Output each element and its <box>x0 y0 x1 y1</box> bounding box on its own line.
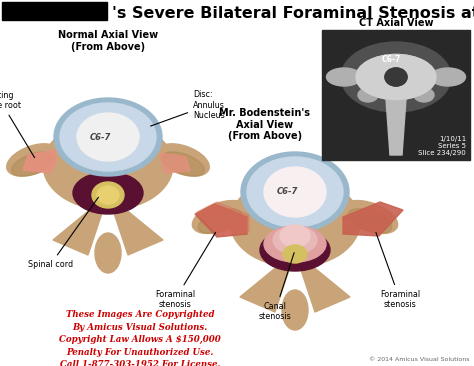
Ellipse shape <box>43 120 173 210</box>
Text: C6-7: C6-7 <box>381 55 401 63</box>
Ellipse shape <box>430 68 465 86</box>
Polygon shape <box>108 195 163 255</box>
Ellipse shape <box>356 55 436 100</box>
Ellipse shape <box>264 167 326 217</box>
Polygon shape <box>160 153 190 173</box>
Polygon shape <box>53 195 108 255</box>
Ellipse shape <box>327 68 362 86</box>
Ellipse shape <box>230 177 360 267</box>
Text: Spinal cord: Spinal cord <box>28 197 99 269</box>
Ellipse shape <box>247 157 343 227</box>
Ellipse shape <box>264 226 326 262</box>
Polygon shape <box>195 204 247 237</box>
Ellipse shape <box>273 226 317 254</box>
FancyBboxPatch shape <box>2 2 107 20</box>
Ellipse shape <box>54 98 162 176</box>
Text: These Images Are Copyrighted
By Amicus Visual Solutions.
Copyright Law Allows A : These Images Are Copyrighted By Amicus V… <box>59 310 221 366</box>
Ellipse shape <box>162 152 204 176</box>
Text: Foraminal
stenosis: Foraminal stenosis <box>376 233 420 309</box>
Ellipse shape <box>92 182 124 208</box>
Ellipse shape <box>414 88 434 102</box>
Text: 's Severe Bilateral Foraminal Stenosis at C6-7: 's Severe Bilateral Foraminal Stenosis a… <box>112 7 474 22</box>
Polygon shape <box>23 150 56 173</box>
Ellipse shape <box>280 225 310 247</box>
Text: C6-7: C6-7 <box>89 132 111 142</box>
Ellipse shape <box>348 209 392 233</box>
Text: 1/10/11
Series 5
Slice 234/290: 1/10/11 Series 5 Slice 234/290 <box>418 136 466 156</box>
Text: Foraminal
stenosis: Foraminal stenosis <box>155 232 216 309</box>
Ellipse shape <box>97 186 119 204</box>
Text: Disc:
Annulus
Nucleus: Disc: Annulus Nucleus <box>151 90 225 126</box>
Polygon shape <box>197 202 249 235</box>
Ellipse shape <box>241 152 349 232</box>
Ellipse shape <box>385 68 407 86</box>
Ellipse shape <box>342 201 398 234</box>
Ellipse shape <box>73 172 143 214</box>
Polygon shape <box>295 252 350 312</box>
Ellipse shape <box>157 144 210 176</box>
Ellipse shape <box>192 201 248 234</box>
Ellipse shape <box>95 233 121 273</box>
Ellipse shape <box>356 55 436 100</box>
Ellipse shape <box>385 68 407 86</box>
Text: Exiting
nerve root: Exiting nerve root <box>0 91 35 158</box>
Polygon shape <box>343 202 403 236</box>
Ellipse shape <box>11 152 55 176</box>
Ellipse shape <box>7 144 59 176</box>
Text: Normal Axial View
(From Above): Normal Axial View (From Above) <box>58 30 158 52</box>
Text: C6-7: C6-7 <box>276 187 298 197</box>
Ellipse shape <box>283 245 307 263</box>
Polygon shape <box>240 252 295 312</box>
FancyBboxPatch shape <box>322 30 470 160</box>
Ellipse shape <box>282 290 308 330</box>
Text: CT Axial View: CT Axial View <box>359 18 433 28</box>
Text: Mr. Bodenstein's
Axial View
(From Above): Mr. Bodenstein's Axial View (From Above) <box>219 108 310 141</box>
Ellipse shape <box>60 103 156 171</box>
Ellipse shape <box>198 209 242 233</box>
Text: © 2014 Amicus Visual Solutions: © 2014 Amicus Visual Solutions <box>370 357 470 362</box>
Ellipse shape <box>260 229 330 271</box>
Text: Canal
stenosis: Canal stenosis <box>259 253 294 321</box>
Ellipse shape <box>358 88 378 102</box>
Polygon shape <box>386 99 406 155</box>
Ellipse shape <box>77 113 139 161</box>
Ellipse shape <box>341 42 451 112</box>
